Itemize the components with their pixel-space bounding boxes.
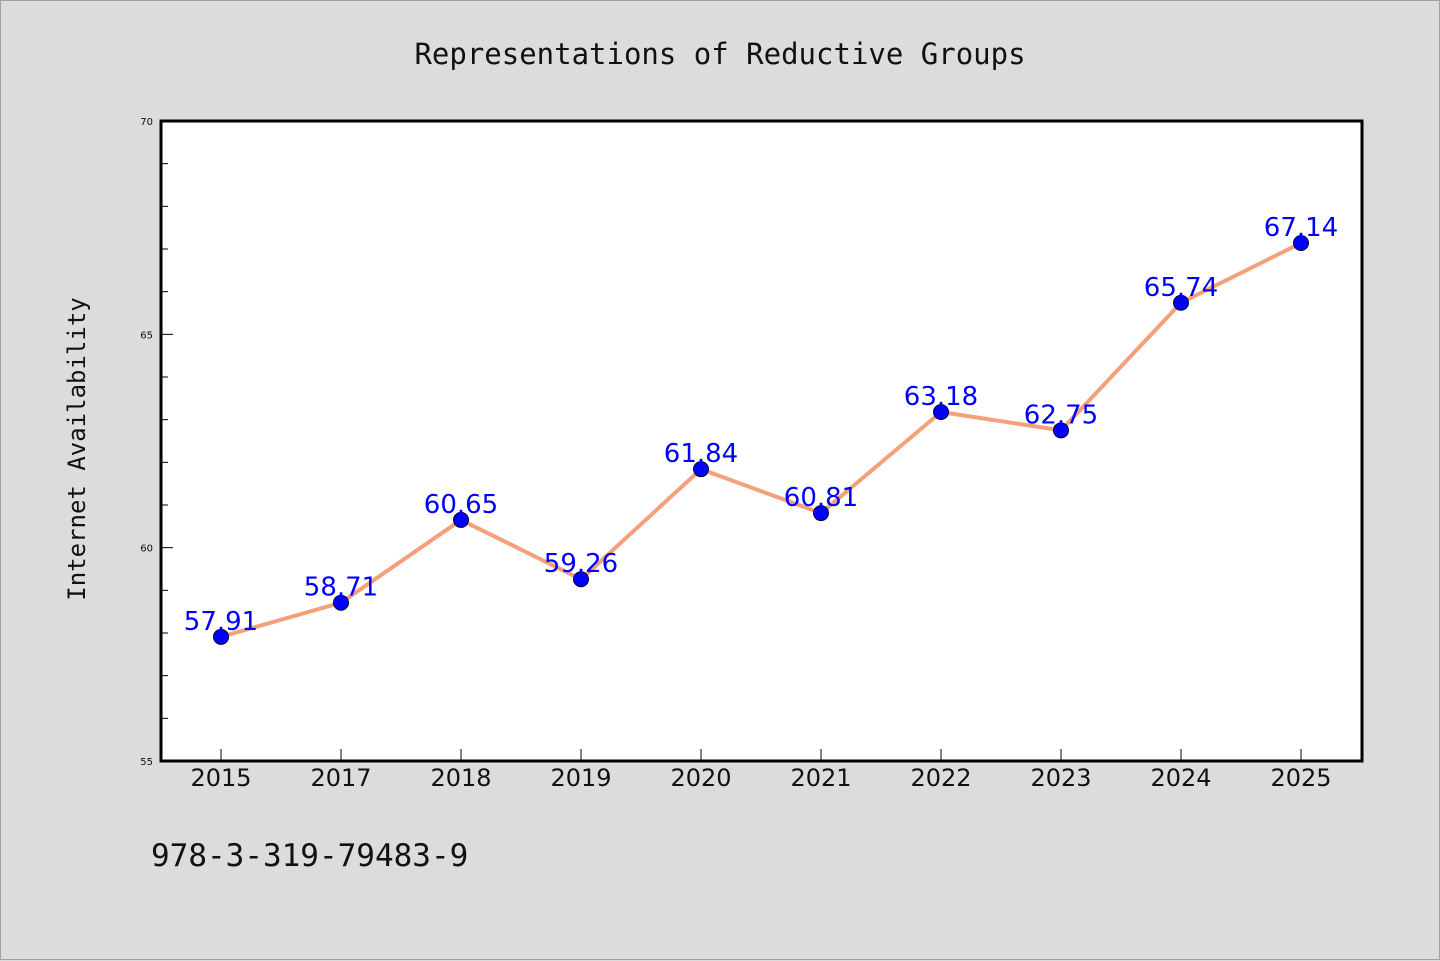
data-point-marker xyxy=(573,571,589,588)
data-point-marker xyxy=(1293,235,1309,252)
series-line-group: 57.91 58.71 60.65 59.26 61.84 60.81 63.18 62.75… xyxy=(184,213,1338,645)
data-point-marker xyxy=(813,505,829,522)
data-point-marker xyxy=(453,511,469,528)
y-tick-label: 55 xyxy=(140,757,153,768)
x-tick-label: 2024 xyxy=(1150,764,1211,792)
y-tick-label: 70 xyxy=(140,117,153,128)
x-tick-label: 2022 xyxy=(910,764,971,792)
x-tick-label: 2018 xyxy=(430,764,491,792)
data-label: 57.91 xyxy=(184,607,258,637)
series-line xyxy=(220,241,1302,639)
x-tick-label: 2021 xyxy=(790,764,851,792)
y-tick-label: 65 xyxy=(140,330,153,341)
x-tick-label: 2020 xyxy=(670,764,731,792)
x-tick-label: 2015 xyxy=(190,764,251,792)
data-label: 65.74 xyxy=(1144,273,1218,303)
data-point-marker xyxy=(1053,422,1069,439)
data-point-marker xyxy=(333,594,349,611)
data-label: 61.84 xyxy=(664,439,738,469)
x-tick-label: 2017 xyxy=(310,764,371,792)
x-tick-label: 2019 xyxy=(550,764,611,792)
plot-frame xyxy=(159,119,1364,763)
x-tick-label: 2025 xyxy=(1270,764,1331,792)
data-label: 67.14 xyxy=(1264,213,1338,243)
data-label: 58.71 xyxy=(304,573,378,603)
data-point-marker xyxy=(693,461,709,478)
data-point-marker xyxy=(1173,294,1189,311)
x-axis: 2015 2017 2018 2019 2020 2021 2022 2023 2024 2025 xyxy=(190,749,1332,792)
data-point-marker xyxy=(933,403,949,420)
y-tick-label: 60 xyxy=(140,544,153,555)
chart-title: Representations of Reductive Groups xyxy=(414,37,1025,71)
data-label: 60.81 xyxy=(784,483,858,513)
data-point-marker xyxy=(213,628,229,645)
data-label: 62.75 xyxy=(1024,400,1098,430)
y-axis-label: Internet Availability xyxy=(63,297,91,600)
data-label: 63.18 xyxy=(904,382,978,412)
x-tick-label: 2023 xyxy=(1030,764,1091,792)
plot-area xyxy=(161,121,1362,761)
data-label: 59.26 xyxy=(544,549,618,579)
footnote-isbn: 978-3-319-79483-9 xyxy=(151,838,468,874)
data-label: 60.65 xyxy=(424,490,498,520)
